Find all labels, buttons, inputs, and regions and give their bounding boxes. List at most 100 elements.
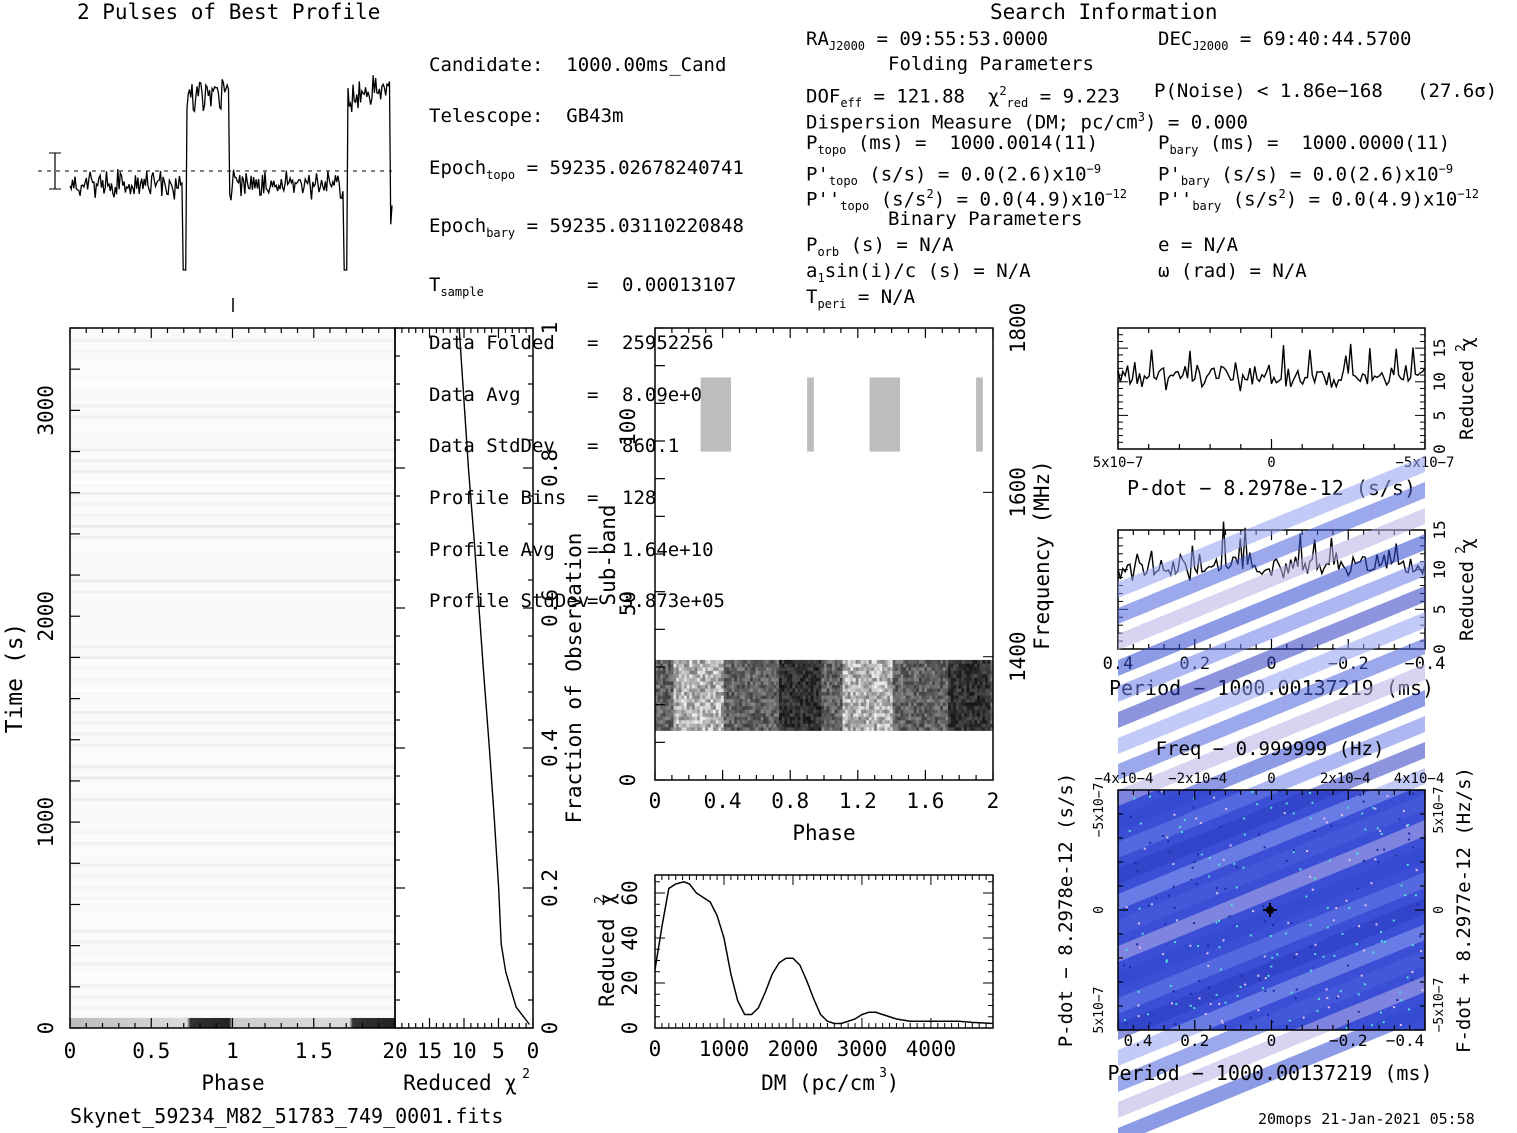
heatmap-row: [70, 513, 395, 517]
subband-cell: [845, 709, 849, 714]
subband-cell: [839, 712, 843, 717]
subband-cell: [971, 695, 976, 700]
subband-cell: [697, 716, 701, 721]
ppdot-speckle: [1149, 795, 1152, 798]
subband-cell: [985, 709, 989, 714]
subband-cell: [971, 702, 976, 707]
subband-cell: [958, 712, 962, 717]
pddbary-row: P''bary (s/s2) = 0.0(4.9)x10−12: [1158, 187, 1479, 214]
subband-cell: [789, 681, 793, 685]
subband-cell: [842, 727, 846, 731]
subband-cell: [829, 677, 833, 682]
subband-cell: [805, 719, 809, 724]
y-tick-label: 0: [1092, 906, 1107, 914]
subband-cell: [768, 663, 772, 668]
ppdot-speckle: [1374, 807, 1377, 810]
subband-cell: [810, 723, 814, 728]
subband-cell: [879, 712, 883, 717]
subband-cell: [784, 667, 788, 671]
ppdot-speckle: [1229, 844, 1232, 847]
subband-cell: [863, 716, 867, 721]
subband-cell: [842, 670, 846, 675]
subband-cell: [668, 670, 672, 675]
subband-cell: [942, 674, 946, 678]
subband-cell: [728, 688, 733, 693]
subband-cell: [829, 663, 833, 668]
subband-cell: [879, 659, 883, 664]
subband-cell: [808, 698, 812, 703]
subband-cell: [982, 688, 986, 693]
subband-cell: [705, 659, 709, 664]
subband-cell: [660, 688, 664, 693]
subband-cell: [771, 688, 775, 693]
subband-cell: [718, 681, 722, 685]
subband-cell: [721, 670, 725, 675]
subband-cell: [868, 663, 873, 668]
ppdot-speckle: [1328, 859, 1331, 862]
ppdot-speckle: [1290, 991, 1293, 994]
subband-cell: [839, 681, 843, 685]
subband-cell: [876, 712, 880, 717]
subband-cell: [982, 681, 986, 685]
subband-cell: [734, 705, 738, 710]
subband-cell: [726, 719, 730, 724]
subband-cell: [657, 709, 661, 714]
subband-cell: [905, 709, 909, 714]
subband-cell: [985, 670, 989, 675]
subband-cell: [802, 723, 807, 728]
subband-cell: [818, 688, 822, 693]
subband-cell: [742, 727, 746, 731]
subband-cell: [773, 719, 777, 724]
subband-cell: [911, 674, 915, 678]
subband-cell: [979, 674, 983, 678]
ppdot-speckle: [1285, 859, 1288, 862]
subband-cell: [860, 709, 865, 714]
subband-cell: [742, 670, 746, 675]
subband-cell: [776, 663, 780, 668]
heatmap-row: [70, 699, 395, 703]
subband-cell: [863, 659, 867, 664]
ppdot-speckle: [1136, 943, 1139, 946]
subband-cell: [771, 670, 775, 675]
subband-cell: [668, 674, 672, 678]
subband-cell: [726, 677, 730, 682]
subband-cell: [890, 719, 894, 724]
subband-cell: [662, 684, 667, 689]
subband-cell: [831, 719, 836, 724]
x-tick-label: 3000: [837, 1037, 888, 1061]
subband-cell: [900, 702, 904, 707]
subband-cell: [681, 716, 685, 721]
subband-cell: [739, 670, 743, 675]
subband-cell: [713, 705, 717, 710]
subband-cell: [937, 727, 941, 731]
subband-cell: [961, 709, 965, 714]
ppdot-speckle: [1419, 935, 1422, 938]
subband-cell: [805, 712, 809, 717]
subband-cell: [905, 723, 909, 728]
ppdot-speckle: [1225, 807, 1228, 810]
subband-cell: [831, 716, 836, 721]
subband-cell: [895, 663, 899, 668]
subband-cell: [911, 659, 915, 664]
subband-cell: [916, 691, 920, 696]
subband-cell: [721, 712, 725, 717]
subband-cell: [673, 674, 677, 678]
subband-cell: [934, 670, 939, 675]
subband-cell: [734, 716, 738, 721]
ppdot-speckle: [1252, 910, 1255, 913]
subband-cell: [752, 705, 756, 710]
subband-cell: [757, 723, 762, 728]
subband-cell: [731, 667, 735, 671]
ppdot-speckle: [1393, 1006, 1396, 1009]
subband-cell: [905, 684, 909, 689]
subband-cell: [707, 663, 711, 668]
subband-cell: [739, 681, 743, 685]
subband-cell: [934, 702, 939, 707]
heatmap-row: [70, 929, 395, 933]
ppdot-stripe: [1118, 872, 1425, 1014]
subband-cell: [726, 695, 730, 700]
subband-cell: [958, 716, 962, 721]
subband-cell: [816, 684, 820, 689]
subband-cell: [773, 674, 777, 678]
subband-cell: [871, 670, 875, 675]
